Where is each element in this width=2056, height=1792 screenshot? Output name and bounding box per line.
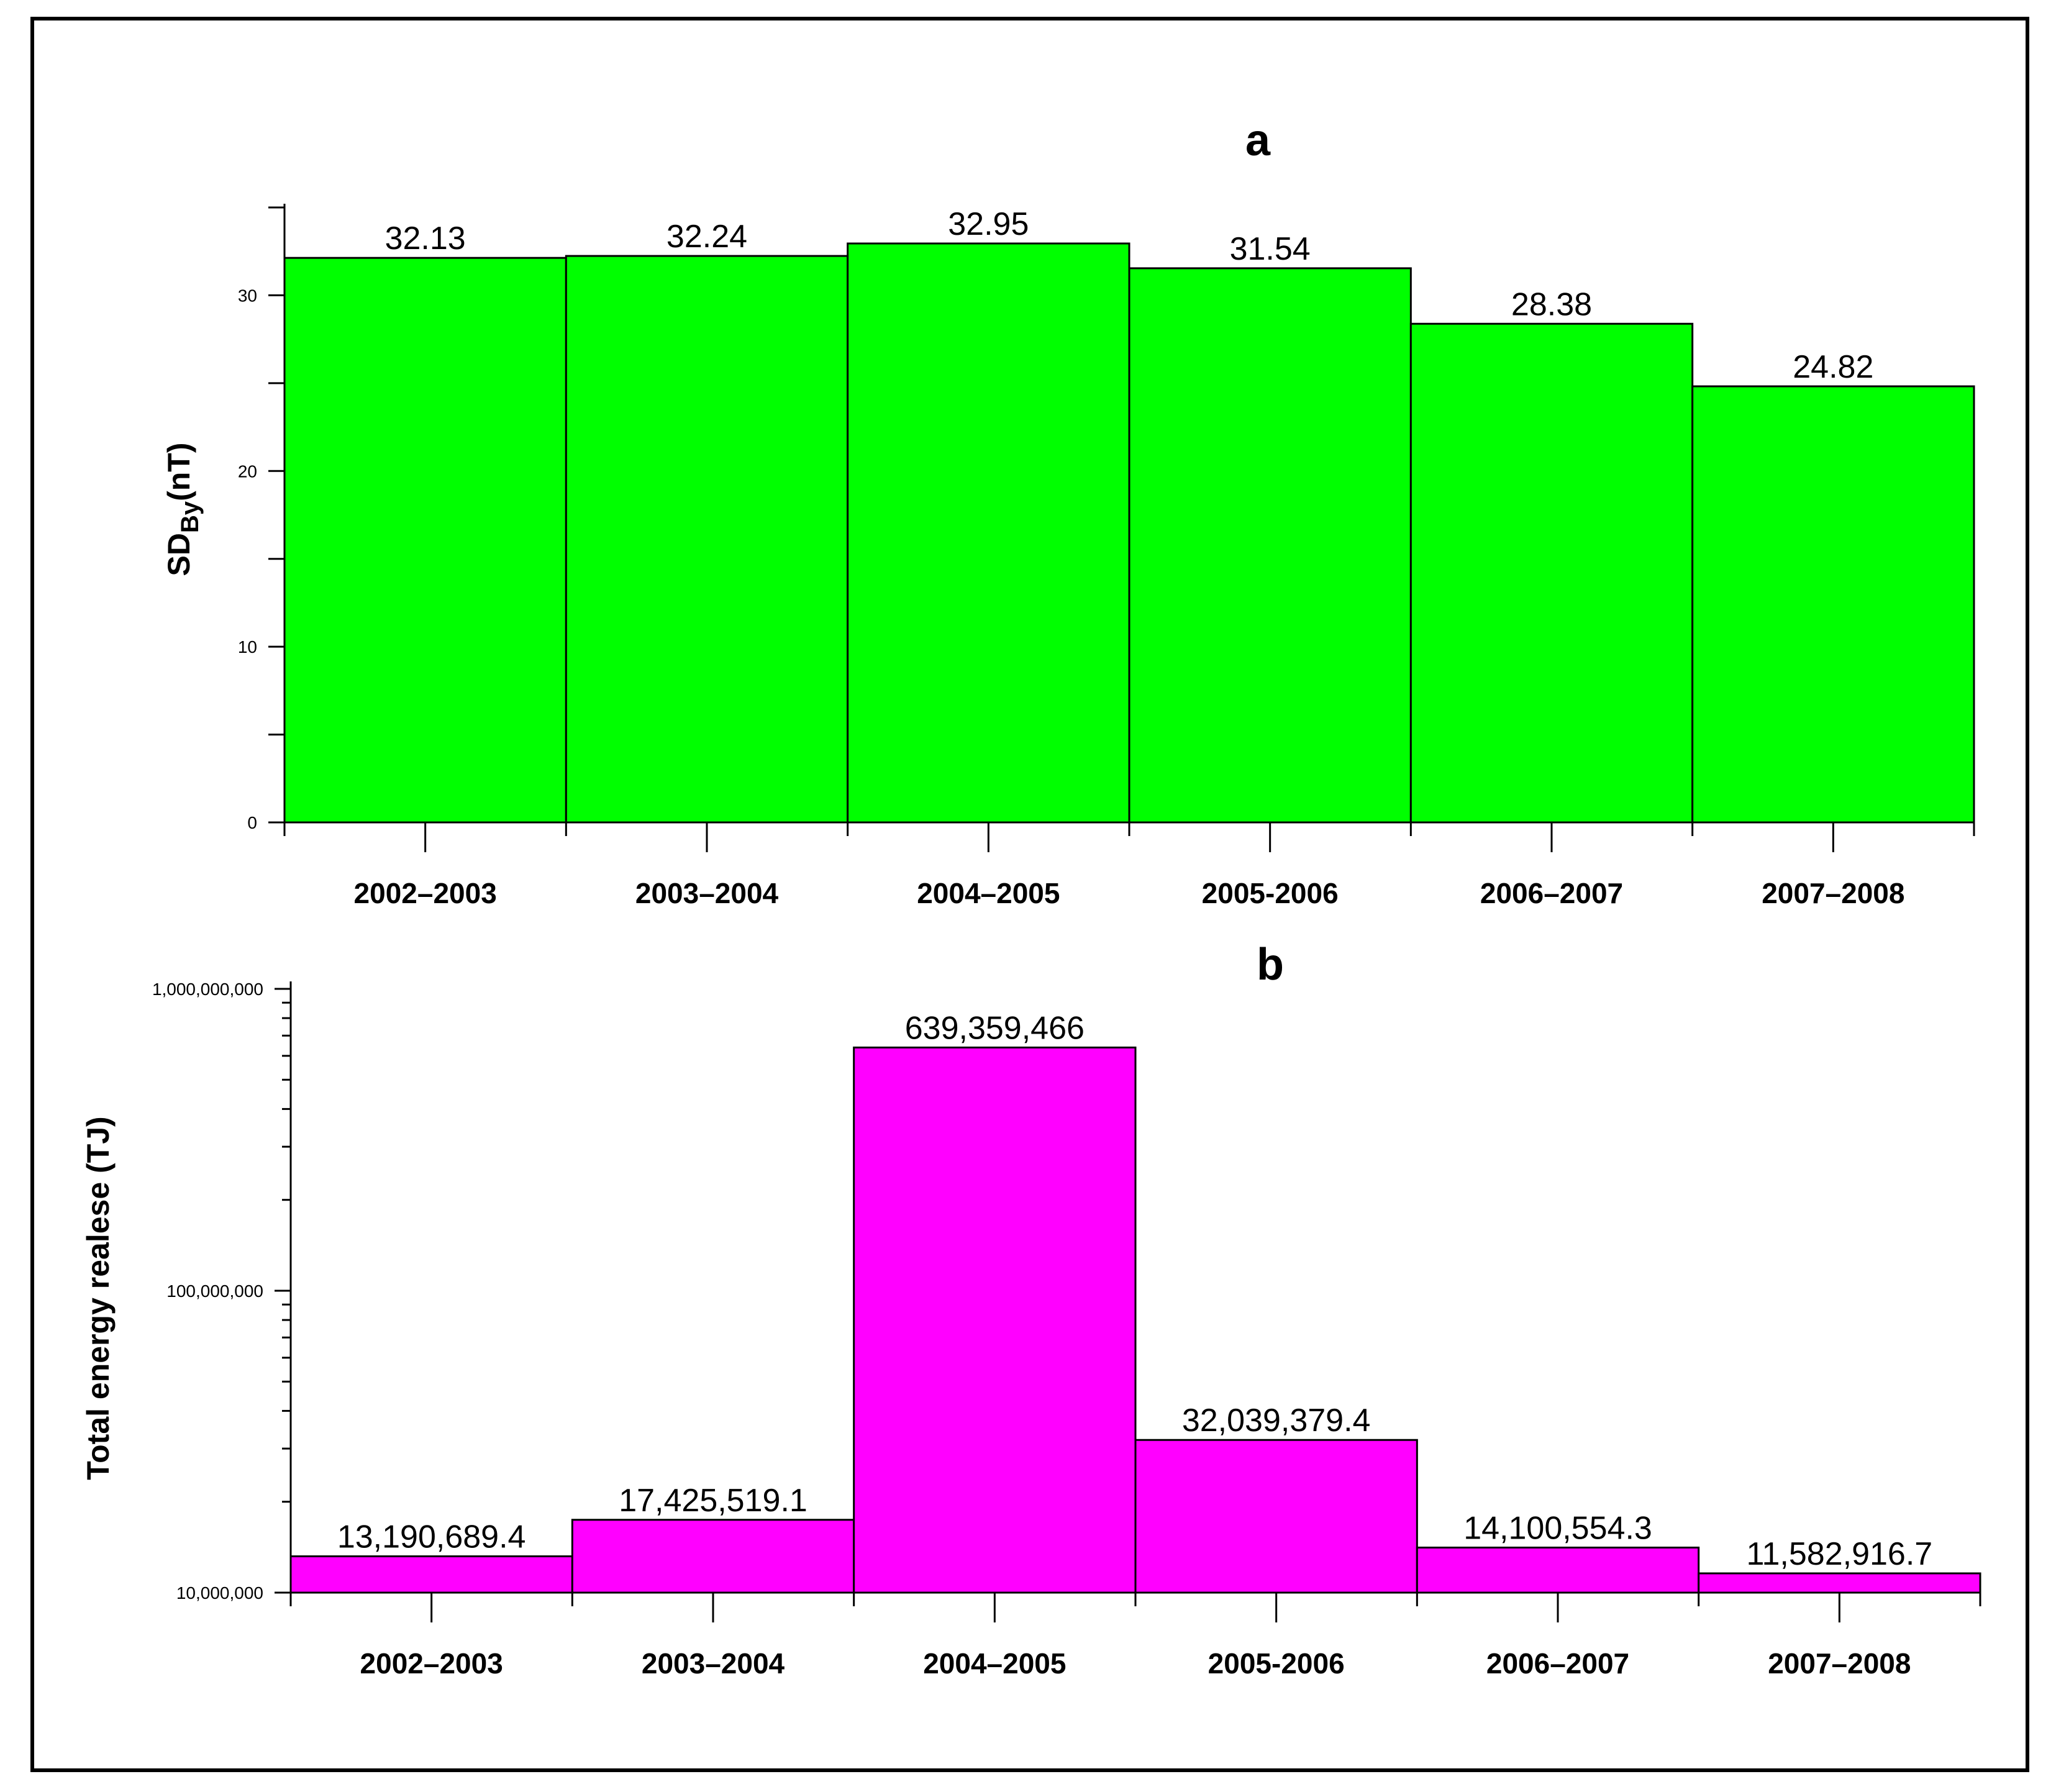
panel-b-bars bbox=[289, 1046, 1981, 1594]
panel-a-bar-4 bbox=[1128, 267, 1412, 824]
panel-a-bar-5 bbox=[1409, 322, 1694, 824]
panel-a-x-tick-label-2: 2003–2004 bbox=[635, 877, 779, 909]
panel-b-x-tick-label-5: 2006–2007 bbox=[1486, 1647, 1629, 1680]
panel-a-value-labels: 32.13 32.24 32.95 31.54 28.38 24.82 bbox=[385, 206, 1874, 385]
panel-a-y-tick-label-2: 10 bbox=[238, 637, 257, 657]
panel-b-x-tick-label-6: 2007–2008 bbox=[1768, 1647, 1911, 1680]
panel-a-x-tick-label-1: 2002–2003 bbox=[354, 877, 497, 909]
panel-b-x-tick-label-1: 2002–2003 bbox=[360, 1647, 503, 1680]
panel-a-bar-1 bbox=[283, 257, 567, 824]
panel-b-value-label-3: 639,359,466 bbox=[905, 1010, 1085, 1046]
panel-a-y-axis: 0 10 20 30 bbox=[238, 204, 286, 832]
panel-b-x-tick-label-4: 2005-2006 bbox=[1208, 1647, 1345, 1680]
panel-a-value-label-5: 28.38 bbox=[1511, 286, 1592, 322]
panel-a-x-tick-label-6: 2007–2008 bbox=[1762, 877, 1904, 909]
panel-b-y-axis-label: Total energy realese (TJ) bbox=[81, 1116, 116, 1480]
panel-a-y-axis-label-unit: (nT) bbox=[161, 443, 196, 501]
panel-a-value-label-4: 31.54 bbox=[1230, 231, 1311, 267]
panel-a-value-label-6: 24.82 bbox=[1793, 349, 1873, 385]
panel-a-y-tick-label-4: 30 bbox=[238, 286, 257, 305]
panel-b-x-tick-label-2: 2003–2004 bbox=[642, 1647, 785, 1680]
panel-a-x-tick-label-4: 2005-2006 bbox=[1202, 877, 1339, 909]
panel-b-x-tick-label-3: 2004–2005 bbox=[923, 1647, 1066, 1680]
panel-b-value-label-4: 32,039,379.4 bbox=[1182, 1403, 1371, 1439]
panel-b-bar-6 bbox=[1698, 1572, 1981, 1594]
figure-frame bbox=[30, 17, 2029, 1772]
panel-b-y-tick-label-1: 10,000,000 bbox=[176, 1583, 263, 1603]
panel-b-value-label-1: 13,190,689.4 bbox=[337, 1519, 526, 1555]
panel-b-y-axis: 10,000,000 100,000,000 1,000,000,000 bbox=[152, 980, 292, 1603]
panel-b-y-tick-label-3: 1,000,000,000 bbox=[152, 980, 263, 999]
panel-b-value-label-6: 11,582,916.7 bbox=[1746, 1536, 1932, 1572]
panel-a-bar-3 bbox=[847, 242, 1130, 824]
panel-b-bar-1 bbox=[289, 1555, 573, 1594]
panel-a-x-tick-label-5: 2006–2007 bbox=[1480, 877, 1623, 909]
panel-b-title: b bbox=[1257, 940, 1284, 989]
panel-a-y-axis-label: SDBy(nT) bbox=[161, 443, 204, 576]
panel-a-y-axis-label-main: SD bbox=[161, 533, 196, 576]
panel-a-bars bbox=[283, 242, 1975, 824]
panel-b: b Total energy realese (TJ) 10,000,00010… bbox=[81, 940, 1981, 1680]
panel-a-value-label-3: 32.95 bbox=[948, 206, 1029, 242]
panel-a-bar-2 bbox=[565, 255, 849, 824]
panel-b-bar-4 bbox=[1134, 1439, 1418, 1594]
panel-b-bar-5 bbox=[1416, 1546, 1700, 1594]
panel-b-bar-2 bbox=[571, 1519, 855, 1594]
panel-b-value-label-5: 14,100,554.3 bbox=[1463, 1510, 1652, 1546]
panel-b-value-labels: 13,190,689.4 17,425,519.1 639,359,466 32,03… bbox=[337, 1010, 1932, 1572]
panel-a-title: a bbox=[1245, 116, 1271, 165]
panel-a-y-tick-label-1: 0 bbox=[247, 813, 257, 832]
panel-a-y-tick-label-3: 20 bbox=[238, 462, 257, 481]
panel-a-y-axis-label-subscript: By bbox=[176, 501, 204, 533]
panel-a-value-label-2: 32.24 bbox=[666, 219, 747, 255]
panel-a-value-label-1: 32.13 bbox=[385, 221, 466, 257]
panel-a-bar-6 bbox=[1691, 385, 1975, 824]
panel-a-x-tick-label-3: 2004–2005 bbox=[917, 877, 1060, 909]
panel-b-x-axis: 2002–2003 2003–2004 2004–2005 2005-2006 2006… bbox=[289, 1591, 1981, 1680]
panel-b-bar-3 bbox=[853, 1046, 1137, 1594]
panel-b-value-label-2: 17,425,519.1 bbox=[619, 1483, 807, 1519]
panel-b-y-tick-label-2: 100,000,000 bbox=[166, 1281, 263, 1301]
panel-a-x-axis: 2002–2003 2003–2004 2004–2005 2005-2006 2006… bbox=[283, 821, 1975, 909]
